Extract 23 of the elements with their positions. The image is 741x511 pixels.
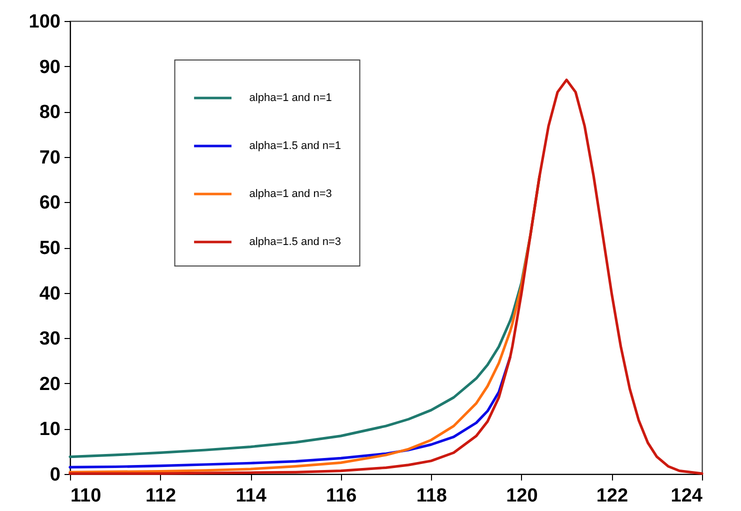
y-tick-label: 0: [50, 464, 60, 486]
legend-label: alpha=1.5 and n=1: [249, 140, 342, 152]
x-tick-label: 116: [326, 486, 357, 506]
x-tick-label: 124: [670, 486, 703, 506]
x-tick-label: 122: [596, 486, 628, 506]
y-tick-label: 70: [39, 147, 60, 168]
x-tick-label: 112: [145, 486, 176, 506]
y-tick-label: 80: [39, 102, 60, 124]
y-tick-label: 50: [39, 238, 60, 259]
y-tick-label: 100: [28, 12, 60, 32]
y-tick-label: 60: [39, 192, 60, 214]
legend-label: alpha=1 and n=1: [249, 92, 332, 104]
x-tick-label: 120: [506, 486, 538, 506]
x-tick-label: 118: [416, 486, 447, 506]
x-tick-label: 114: [236, 486, 267, 506]
x-tick-label: 110: [70, 486, 102, 506]
y-tick-label: 90: [39, 56, 60, 78]
y-tick-label: 10: [39, 419, 60, 440]
y-tick-label: 30: [39, 328, 60, 350]
y-tick-label: 40: [39, 283, 60, 304]
legend-label: alpha=1.5 and n=3: [249, 236, 342, 248]
y-tick-label: 20: [39, 374, 60, 395]
legend-label: alpha=1 and n=3: [249, 188, 332, 200]
